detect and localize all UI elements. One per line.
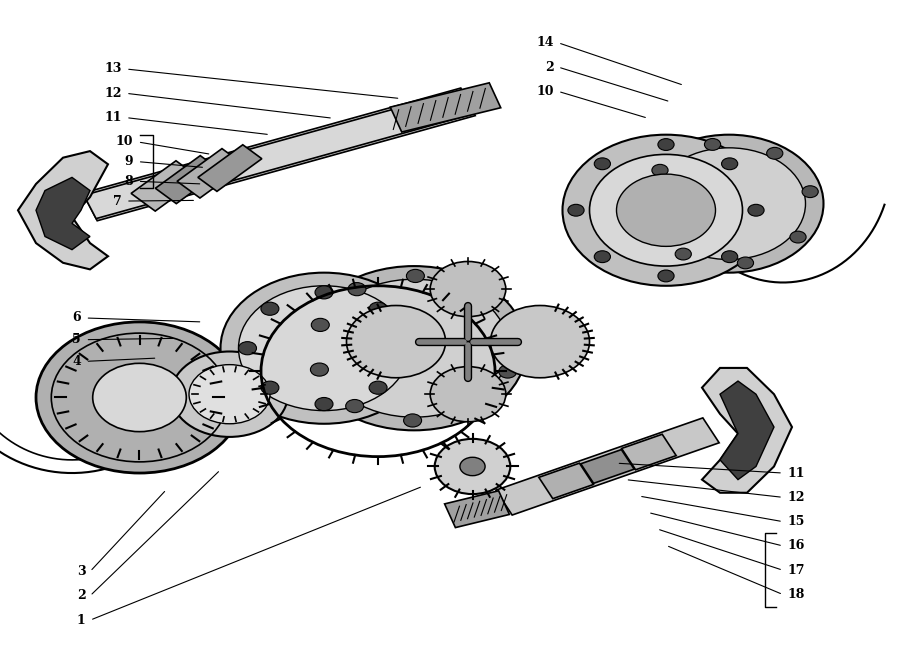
Circle shape	[392, 342, 410, 355]
Circle shape	[407, 269, 425, 283]
Circle shape	[369, 302, 387, 315]
Circle shape	[430, 261, 506, 317]
Text: 12: 12	[788, 491, 805, 504]
Polygon shape	[580, 449, 634, 484]
Circle shape	[594, 158, 610, 170]
Text: 2: 2	[76, 589, 86, 602]
Circle shape	[562, 135, 770, 286]
Polygon shape	[18, 151, 108, 269]
Circle shape	[369, 381, 387, 394]
Circle shape	[348, 283, 366, 296]
Text: 11: 11	[104, 111, 122, 124]
Circle shape	[261, 381, 279, 394]
Text: 6: 6	[72, 311, 81, 325]
Polygon shape	[391, 83, 500, 132]
Text: 13: 13	[104, 62, 122, 76]
Text: 9: 9	[124, 155, 133, 168]
Circle shape	[36, 322, 243, 473]
Circle shape	[238, 286, 410, 411]
Polygon shape	[36, 177, 90, 250]
Circle shape	[220, 273, 428, 424]
Circle shape	[748, 204, 764, 216]
Text: 15: 15	[788, 515, 805, 528]
Polygon shape	[720, 381, 774, 480]
Circle shape	[464, 284, 482, 297]
Circle shape	[616, 174, 716, 246]
Text: 12: 12	[104, 87, 122, 100]
Text: 8: 8	[124, 175, 133, 188]
Circle shape	[403, 414, 421, 427]
Circle shape	[767, 147, 783, 159]
Text: 2: 2	[544, 60, 554, 74]
Circle shape	[652, 148, 806, 260]
Polygon shape	[83, 88, 475, 221]
Circle shape	[499, 365, 517, 378]
Circle shape	[171, 351, 288, 437]
Circle shape	[462, 401, 480, 414]
Circle shape	[302, 266, 526, 430]
Text: 11: 11	[788, 466, 805, 480]
Circle shape	[315, 397, 333, 411]
Circle shape	[238, 342, 256, 355]
Circle shape	[261, 302, 279, 315]
Circle shape	[460, 457, 485, 476]
Circle shape	[640, 210, 656, 221]
Text: 7: 7	[112, 194, 122, 208]
Circle shape	[594, 251, 610, 263]
Polygon shape	[622, 434, 676, 470]
Text: 10: 10	[536, 85, 554, 98]
Circle shape	[320, 279, 508, 417]
Circle shape	[652, 164, 668, 176]
Text: 17: 17	[788, 564, 805, 577]
Circle shape	[568, 204, 584, 216]
Circle shape	[311, 319, 329, 332]
Circle shape	[802, 186, 818, 198]
Polygon shape	[177, 148, 245, 198]
Text: 4: 4	[72, 355, 81, 368]
Circle shape	[737, 257, 753, 269]
Polygon shape	[84, 90, 474, 219]
Polygon shape	[702, 368, 792, 493]
Circle shape	[705, 139, 721, 150]
Circle shape	[658, 139, 674, 150]
Text: 14: 14	[536, 36, 554, 49]
Text: 10: 10	[116, 135, 133, 148]
Polygon shape	[539, 463, 593, 499]
Circle shape	[189, 365, 270, 424]
Circle shape	[491, 306, 590, 378]
Text: 5: 5	[72, 333, 81, 346]
Text: 18: 18	[788, 588, 805, 601]
Polygon shape	[131, 161, 200, 211]
Polygon shape	[496, 418, 719, 515]
Circle shape	[346, 399, 364, 413]
Circle shape	[500, 320, 518, 333]
Circle shape	[430, 367, 506, 422]
Circle shape	[93, 363, 186, 432]
Circle shape	[722, 158, 738, 170]
Circle shape	[346, 306, 446, 378]
Circle shape	[310, 363, 328, 376]
Circle shape	[790, 231, 806, 243]
Text: 16: 16	[788, 539, 805, 553]
Circle shape	[658, 270, 674, 282]
Circle shape	[675, 248, 691, 260]
Polygon shape	[198, 145, 262, 191]
Text: 1: 1	[76, 614, 86, 627]
Polygon shape	[156, 156, 221, 204]
Circle shape	[435, 439, 510, 494]
Circle shape	[590, 154, 742, 266]
Circle shape	[722, 251, 738, 263]
Text: 3: 3	[76, 565, 86, 578]
Polygon shape	[445, 491, 509, 528]
Circle shape	[315, 286, 333, 299]
Circle shape	[634, 135, 824, 273]
